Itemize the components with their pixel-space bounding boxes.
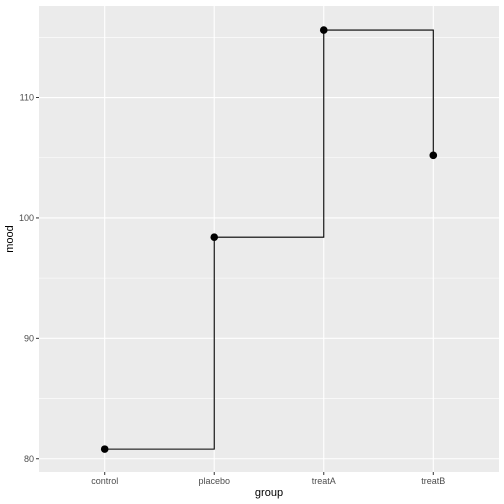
y-axis: 80 90 100 110: [19, 93, 39, 464]
x-axis-title: group: [255, 487, 283, 499]
y-tick-label: 90: [24, 333, 34, 343]
y-tick-label: 80: [24, 454, 34, 464]
x-tick-label: placebo: [198, 476, 230, 486]
x-tick-label: control: [91, 476, 118, 486]
data-point: [210, 233, 219, 241]
series-line: [104, 29, 434, 450]
data-point: [429, 151, 438, 160]
y-axis-title: mood: [4, 225, 16, 253]
grid-minor: [39, 37, 499, 399]
points: [100, 26, 438, 453]
y-tick-label: 110: [20, 93, 34, 103]
x-tick-label: treatA: [312, 476, 336, 486]
x-axis: control placebo treatA treatB: [91, 472, 445, 486]
x-tick-label: treatB: [421, 476, 445, 486]
data-point: [100, 445, 109, 453]
plot-panel: [39, 6, 499, 472]
series: [104, 29, 434, 450]
y-tick-label: 100: [19, 213, 34, 223]
data-point: [319, 26, 328, 34]
